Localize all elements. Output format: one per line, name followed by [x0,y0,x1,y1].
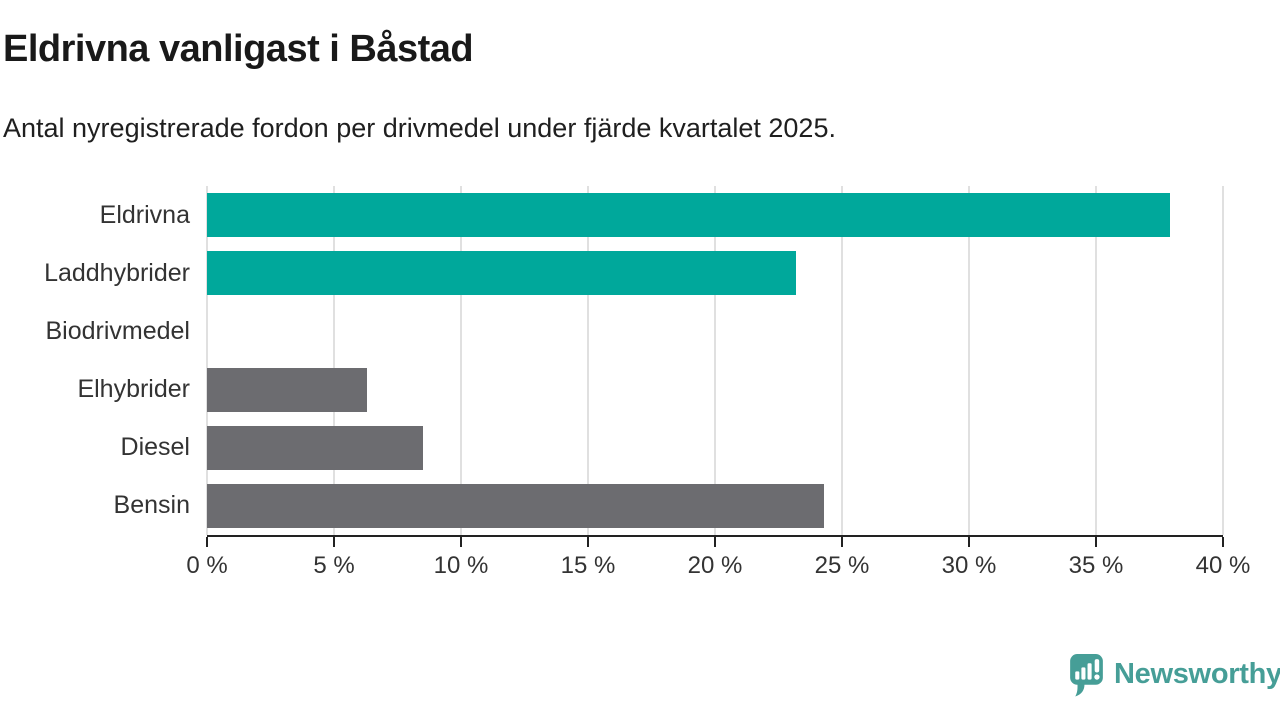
bar-chart: Eldrivna Laddhybrider Biodrivmedel Elhybrid… [0,186,1280,590]
y-axis-label: Diesel [120,433,190,462]
y-axis-labels: Eldrivna Laddhybrider Biodrivmedel Elhybrid… [0,186,190,535]
x-tick-label: 10 % [433,552,489,579]
grid-line [714,186,716,535]
branding-name: Newsworthy [1114,657,1280,690]
x-axis-tick [460,537,462,547]
x-tick-label: 0 % [186,552,228,579]
bar-eldrivna [207,193,1170,238]
x-tick-label: 25 % [814,552,870,579]
x-axis-tick [206,537,208,547]
x-axis-tick [333,537,335,547]
y-axis-label: Elhybrider [77,375,190,404]
bar-elhybrider [207,367,368,412]
grid-line [1222,186,1224,535]
grid-line [841,186,843,535]
bar-bensin [207,483,825,528]
bar-diesel [207,425,423,470]
bar-laddhybrider [207,251,797,296]
x-axis-tick [1222,537,1224,547]
x-tick-label: 35 % [1068,552,1124,579]
branding: Newsworthy [1068,651,1280,697]
grid-line [206,186,208,535]
x-axis-line [207,535,1223,537]
grid-line [333,186,335,535]
chart-title: Eldrivna vanligast i Båstad [3,28,474,70]
plot-area [206,186,1224,535]
x-tick-label: 30 % [941,552,997,579]
x-tick-label: 40 % [1195,552,1251,579]
x-tick-label: 15 % [560,552,616,579]
grid-line [1095,186,1097,535]
x-axis-tick [714,537,716,547]
y-axis-label: Laddhybrider [44,258,190,287]
x-axis: 0 % 5 % 10 % 15 % 20 % 25 % 30 % 35 % 40 % [186,535,1250,590]
grid-line [968,186,970,535]
x-axis-tick [968,537,970,547]
y-axis-label: Bensin [113,491,190,520]
y-axis-label: Eldrivna [99,200,190,229]
x-tick-label: 20 % [687,552,743,579]
x-axis-tick [841,537,843,547]
x-axis-tick [1095,537,1097,547]
x-axis-tick [587,537,589,547]
x-tick-label: 5 % [313,552,355,579]
grid-line [587,186,589,535]
newsworthy-logo-icon [1070,653,1103,696]
grid-line [460,186,462,535]
chart-subtitle: Antal nyregistrerade fordon per drivmede… [3,113,836,143]
y-axis-label: Biodrivmedel [45,316,190,345]
